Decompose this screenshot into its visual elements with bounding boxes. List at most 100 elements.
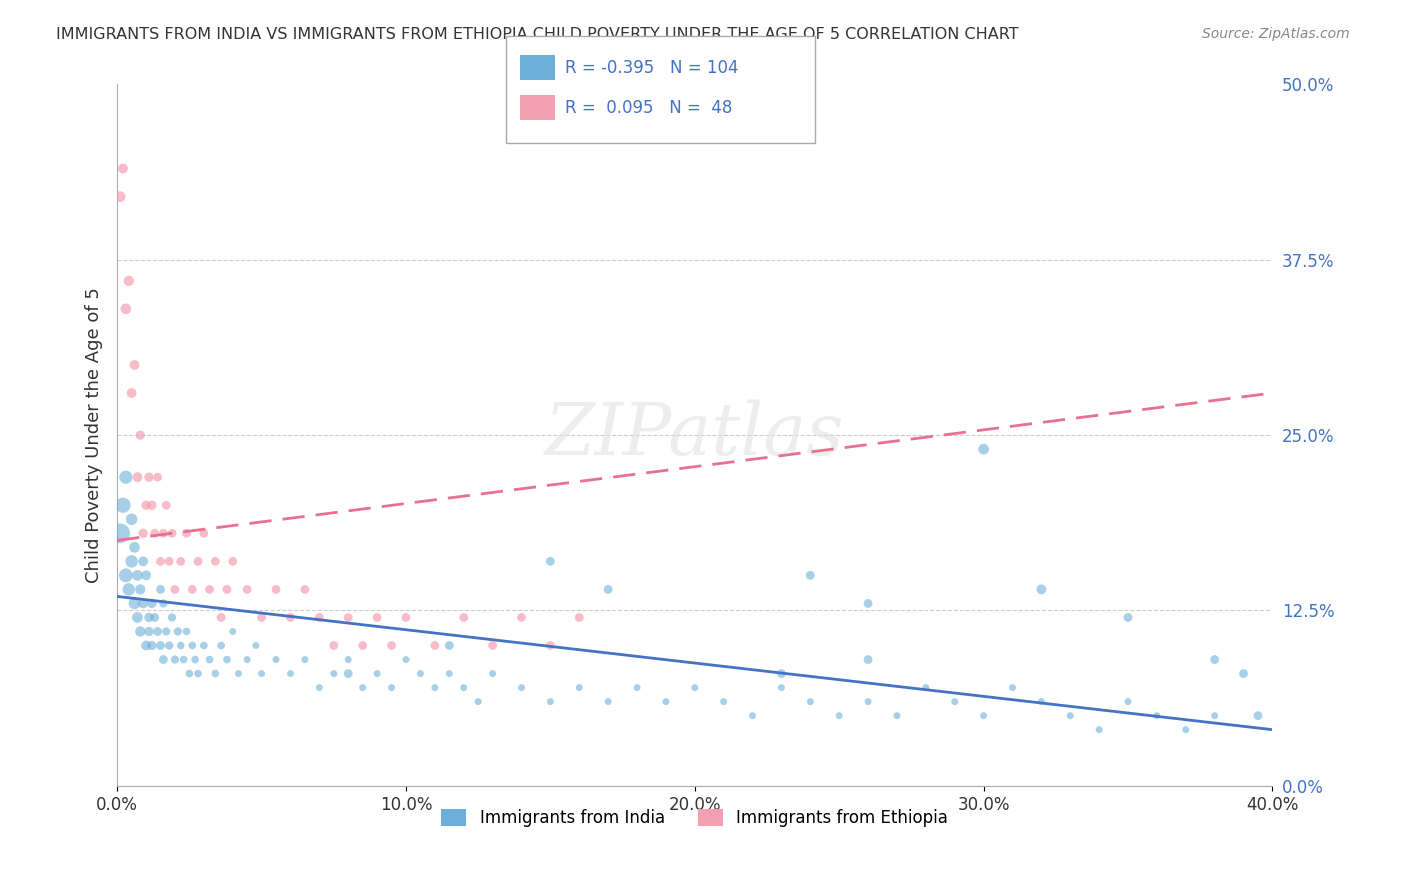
Point xyxy=(118,582,141,597)
Point xyxy=(129,582,152,597)
Point xyxy=(294,582,316,597)
Point xyxy=(380,681,402,695)
Point xyxy=(129,428,152,442)
Point xyxy=(1146,708,1168,723)
Point xyxy=(799,568,821,582)
Point xyxy=(173,652,195,666)
Point xyxy=(187,554,209,568)
Text: R =  0.095   N =  48: R = 0.095 N = 48 xyxy=(565,99,733,117)
Point xyxy=(111,498,134,512)
Point xyxy=(160,610,183,624)
Point xyxy=(141,639,163,653)
Point xyxy=(568,681,591,695)
Point xyxy=(1088,723,1111,737)
Point xyxy=(322,666,344,681)
Point xyxy=(770,681,793,695)
Point xyxy=(132,596,155,610)
Legend: Immigrants from India, Immigrants from Ethiopia: Immigrants from India, Immigrants from E… xyxy=(434,802,955,833)
Point xyxy=(1031,695,1053,709)
Point xyxy=(439,639,461,653)
Point xyxy=(380,639,402,653)
Point xyxy=(157,639,180,653)
Point xyxy=(222,624,245,639)
Point xyxy=(152,596,174,610)
Point xyxy=(245,639,267,653)
Point xyxy=(250,666,273,681)
Point xyxy=(198,582,221,597)
Point xyxy=(467,695,489,709)
Point xyxy=(157,554,180,568)
Point xyxy=(453,610,475,624)
Point xyxy=(141,596,163,610)
Point xyxy=(132,526,155,541)
Point xyxy=(626,681,648,695)
Point xyxy=(1031,582,1053,597)
Text: ZIPatlas: ZIPatlas xyxy=(546,400,845,470)
Point xyxy=(856,652,879,666)
Point xyxy=(337,652,360,666)
Point xyxy=(423,639,446,653)
Point xyxy=(973,708,995,723)
Point xyxy=(115,470,138,484)
Point xyxy=(121,554,143,568)
Point xyxy=(799,695,821,709)
Point xyxy=(135,639,157,653)
Point xyxy=(160,526,183,541)
Point xyxy=(124,541,146,555)
Point xyxy=(143,526,166,541)
Point xyxy=(108,189,131,203)
Point xyxy=(1116,695,1139,709)
Point xyxy=(141,498,163,512)
Text: R = -0.395   N = 104: R = -0.395 N = 104 xyxy=(565,59,738,77)
Point xyxy=(149,582,172,597)
Point xyxy=(828,708,851,723)
Point xyxy=(121,512,143,526)
Point xyxy=(135,568,157,582)
Point xyxy=(176,624,198,639)
Point xyxy=(236,582,259,597)
Point xyxy=(538,554,561,568)
Point xyxy=(294,652,316,666)
Point xyxy=(152,652,174,666)
Point xyxy=(1059,708,1081,723)
Point xyxy=(170,554,193,568)
Point xyxy=(193,639,215,653)
Point xyxy=(264,582,287,597)
Point xyxy=(250,610,273,624)
Point xyxy=(184,652,207,666)
Point xyxy=(146,470,169,484)
Point xyxy=(856,596,879,610)
Point xyxy=(568,610,591,624)
Point xyxy=(215,582,238,597)
Point xyxy=(193,526,215,541)
Point xyxy=(124,596,146,610)
Point xyxy=(209,610,232,624)
Point xyxy=(127,610,149,624)
Point xyxy=(138,624,160,639)
Point xyxy=(1174,723,1197,737)
Point xyxy=(395,610,418,624)
Point xyxy=(1116,610,1139,624)
Point xyxy=(170,639,193,653)
Text: IMMIGRANTS FROM INDIA VS IMMIGRANTS FROM ETHIOPIA CHILD POVERTY UNDER THE AGE OF: IMMIGRANTS FROM INDIA VS IMMIGRANTS FROM… xyxy=(56,27,1019,42)
Point xyxy=(481,666,503,681)
Point xyxy=(395,652,418,666)
Point xyxy=(176,526,198,541)
Point xyxy=(127,470,149,484)
Point xyxy=(135,498,157,512)
Point xyxy=(598,695,620,709)
Point xyxy=(322,639,344,653)
Point xyxy=(538,639,561,653)
Point xyxy=(146,624,169,639)
Point xyxy=(741,708,763,723)
Point xyxy=(337,666,360,681)
Point xyxy=(132,554,155,568)
Point xyxy=(264,652,287,666)
Point xyxy=(179,666,201,681)
Point xyxy=(713,695,735,709)
Point xyxy=(352,639,374,653)
Point xyxy=(215,652,238,666)
Point xyxy=(280,610,302,624)
Point xyxy=(155,624,177,639)
Point xyxy=(115,568,138,582)
